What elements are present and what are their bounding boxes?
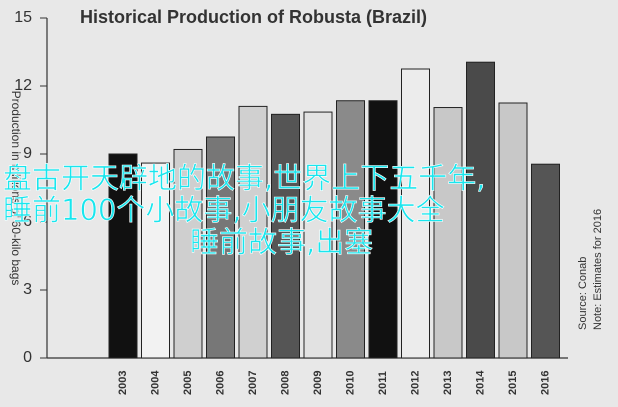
overlay-text: 睡前故事,出塞 (190, 225, 373, 259)
x-tick-label: 2016 (539, 371, 551, 395)
overlay-text: 盘古开天辟地的故事,世界上下五千年, (3, 161, 485, 195)
y-tick-label: 15 (14, 9, 32, 26)
x-tick-label: 2015 (507, 371, 519, 395)
note: Source: Conab (577, 257, 589, 330)
x-tick-label: 2013 (442, 371, 454, 395)
x-tick-label: 2009 (312, 371, 324, 395)
y-tick-label: 12 (14, 77, 32, 94)
bar (206, 136, 235, 359)
y-tick-label: 9 (23, 145, 32, 162)
y-tick-label: 6 (23, 213, 32, 230)
chart-title: Historical Production of Robusta (Brazil… (80, 7, 427, 27)
x-tick-label: 2005 (182, 371, 194, 395)
bar (303, 111, 333, 359)
x-tick-label: 2003 (117, 371, 129, 395)
bar (401, 68, 430, 359)
note: Note: Estimates for 2016 (592, 209, 604, 330)
bar (173, 148, 203, 359)
bar (498, 102, 528, 359)
x-tick-label: 2008 (279, 371, 291, 395)
bar (336, 100, 365, 359)
x-tick-label: 2004 (149, 370, 161, 395)
x-tick-label: 2006 (214, 371, 226, 395)
x-tick-label: 2012 (409, 371, 421, 395)
bar (368, 100, 398, 359)
y-tick-label: 3 (23, 281, 32, 298)
x-tick-label: 2010 (344, 371, 356, 395)
bar (108, 153, 138, 359)
x-tick-label: 2011 (377, 371, 389, 395)
bar (141, 162, 170, 359)
y-axis-label: Production in millions of 60-kilo bags (9, 91, 23, 286)
overlay-text: 睡前100个小故事,小朋友故事大全 (3, 193, 445, 227)
x-tick-label: 2007 (247, 371, 259, 395)
y-tick-label: 0 (23, 349, 32, 366)
bar (271, 113, 300, 359)
bar (531, 163, 560, 359)
bar (433, 107, 463, 359)
bar (466, 61, 495, 359)
bar (238, 105, 268, 359)
x-tick-label: 2014 (474, 370, 486, 395)
